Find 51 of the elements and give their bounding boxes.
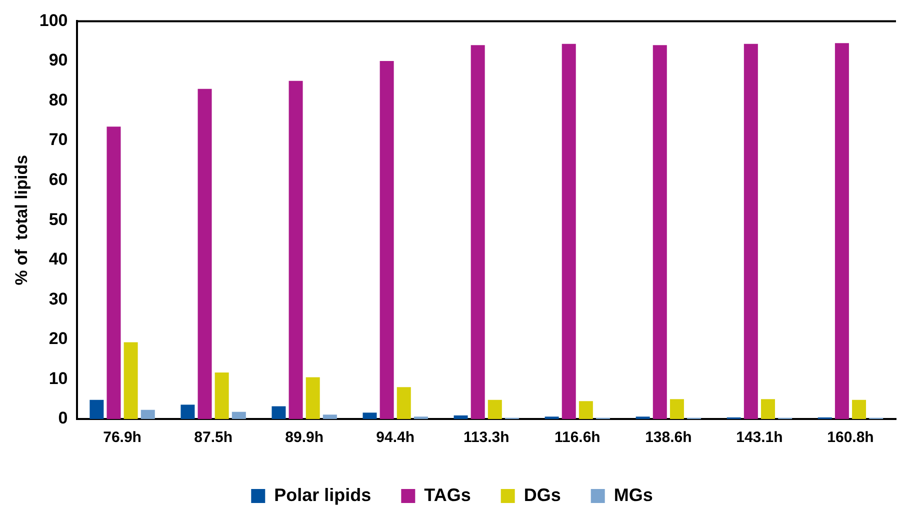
y-tick-label: 0 — [58, 408, 68, 428]
legend-label: Polar lipids — [274, 484, 372, 505]
bar — [760, 399, 775, 419]
y-tick-label: 100 — [39, 10, 68, 30]
y-tick-label: 90 — [48, 50, 68, 70]
x-tick-label: 116.6h — [554, 429, 600, 446]
bar — [140, 410, 155, 419]
bar — [362, 412, 377, 419]
x-tick-label: 143.1h — [736, 429, 783, 446]
bar — [180, 404, 195, 419]
y-tick-label: 70 — [48, 130, 68, 150]
bar — [470, 45, 485, 419]
bar — [852, 400, 866, 419]
bar — [834, 43, 849, 419]
x-tick-label: 94.4h — [376, 429, 415, 446]
bar — [322, 414, 337, 419]
bar — [670, 399, 684, 419]
y-tick-label: 20 — [48, 329, 68, 348]
bar — [214, 372, 229, 419]
bar — [744, 44, 758, 419]
bar — [272, 406, 286, 419]
x-tick-label: 113.3h — [463, 429, 510, 446]
bar — [306, 377, 320, 419]
y-tick-label: 60 — [48, 170, 68, 190]
bar — [380, 60, 394, 419]
x-tick-label: 89.9h — [285, 429, 324, 446]
y-tick-label: 40 — [48, 250, 68, 269]
legend-label: TAGs — [424, 484, 471, 505]
bar — [90, 400, 104, 419]
y-tick-label: 10 — [48, 368, 68, 388]
bar — [488, 400, 502, 419]
bar — [652, 45, 667, 419]
bar — [396, 387, 411, 419]
bar — [124, 342, 138, 419]
x-tick-label: 76.9h — [103, 429, 142, 446]
legend-label: MGs — [614, 484, 653, 505]
x-tick-label: 160.8h — [827, 429, 874, 446]
y-tick-label: 50 — [48, 210, 68, 229]
bar — [454, 415, 468, 419]
legend-label: DGs — [524, 484, 561, 505]
x-tick-label: 138.6h — [645, 429, 692, 446]
bar — [232, 412, 246, 419]
bar — [288, 80, 303, 419]
y-tick-label: 80 — [48, 90, 68, 110]
y-tick-label: 30 — [48, 289, 68, 308]
x-tick-label: 87.5h — [194, 429, 232, 446]
bar — [106, 126, 121, 419]
y-axis-title: % of total lipids — [12, 154, 31, 286]
bar — [578, 401, 593, 419]
bar — [198, 88, 212, 419]
bar — [562, 44, 576, 419]
